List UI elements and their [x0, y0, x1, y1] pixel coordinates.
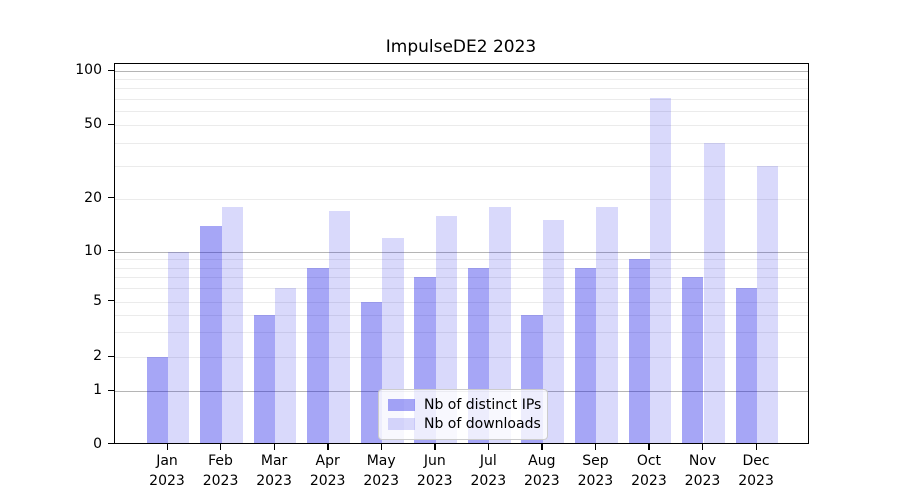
bar-distinct-ips	[735, 288, 758, 443]
x-tick-label: Nov 2023	[684, 453, 721, 489]
bar-downloads	[596, 206, 618, 443]
y-gridline-minor	[115, 332, 808, 334]
bar-distinct-ips	[360, 301, 383, 443]
x-tick-mark	[273, 444, 275, 450]
y-gridline-minor	[115, 267, 808, 269]
x-tick-label: Apr 2023	[309, 453, 346, 489]
y-gridline-minor	[115, 125, 808, 126]
x-tick-label: Jul 2023	[470, 453, 507, 489]
bar-downloads	[168, 251, 190, 443]
y-gridline-minor	[115, 98, 808, 100]
y-tick-label: 2	[93, 348, 102, 364]
legend: Nb of distinct IPs Nb of downloads	[378, 389, 548, 440]
bar-distinct-ips	[682, 277, 704, 443]
x-tick-label: Oct 2023	[631, 453, 667, 489]
y-gridline-minor	[115, 110, 808, 112]
bar-distinct-ips	[575, 267, 597, 443]
y-tick-label: 20	[84, 189, 102, 206]
y-tick-mark	[108, 69, 114, 71]
y-gridline-minor	[115, 357, 808, 358]
y-tick-label: 1	[93, 382, 102, 398]
y-gridline-minor	[115, 79, 808, 81]
y-gridline-major	[115, 71, 808, 72]
x-tick-mark	[702, 444, 704, 450]
x-tick-mark	[648, 444, 650, 450]
x-tick-label: Dec 2023	[738, 453, 774, 489]
x-tick-label: May 2023	[363, 453, 399, 489]
y-tick-mark	[108, 300, 114, 302]
y-tick-mark	[108, 389, 114, 391]
legend-item: Nb of distinct IPs	[379, 398, 547, 412]
x-tick-mark	[487, 444, 490, 450]
x-tick-label: Feb 2023	[202, 453, 239, 489]
bar-downloads	[221, 206, 243, 443]
bar-distinct-ips	[628, 259, 650, 443]
y-gridline-major	[115, 251, 808, 253]
y-tick-label: 0	[93, 435, 102, 452]
x-tick-mark	[220, 444, 222, 450]
x-tick-label: Aug 2023	[524, 453, 560, 489]
y-gridline-minor	[115, 198, 808, 200]
bar-distinct-ips	[146, 357, 168, 443]
y-gridline-minor	[115, 165, 808, 167]
x-tick-label: Mar 2023	[256, 453, 292, 489]
y-tick-mark	[108, 443, 114, 445]
plot-area	[114, 63, 809, 444]
legend-swatch-downloads	[388, 418, 415, 430]
legend-swatch-distinct-ips	[388, 399, 415, 411]
legend-item: Nb of downloads	[379, 417, 547, 431]
x-tick-mark	[541, 444, 543, 450]
bar-downloads	[757, 165, 779, 443]
legend-label: Nb of distinct IPs	[424, 397, 542, 413]
y-tick-mark	[108, 250, 114, 252]
y-tick-label: 50	[84, 116, 102, 132]
y-tick-mark	[108, 355, 114, 357]
bar-downloads	[435, 215, 458, 443]
y-tick-label: 5	[93, 292, 102, 309]
x-tick-mark	[327, 444, 329, 450]
x-tick-mark	[755, 444, 757, 450]
y-tick-label: 100	[75, 62, 102, 78]
bar-distinct-ips	[200, 225, 222, 443]
bar-downloads	[703, 142, 725, 443]
y-tick-mark	[108, 123, 114, 125]
y-gridline-minor	[115, 259, 808, 261]
bar-downloads	[328, 210, 351, 443]
x-tick-label: Jun 2023	[416, 453, 453, 489]
y-gridline-minor	[115, 301, 808, 303]
bar-distinct-ips	[253, 315, 276, 443]
x-tick-label: Jan 2023	[149, 453, 185, 489]
bar-downloads	[542, 220, 565, 443]
y-tick-mark	[108, 197, 114, 199]
x-tick-mark	[434, 444, 436, 450]
bar-downloads	[649, 97, 672, 443]
x-tick-mark	[380, 444, 383, 450]
x-tick-mark	[166, 444, 168, 450]
y-gridline-minor	[115, 88, 808, 90]
y-gridline-minor	[115, 142, 808, 144]
y-gridline-minor	[115, 288, 808, 290]
bar-distinct-ips	[307, 267, 329, 443]
y-gridline-minor	[115, 315, 808, 317]
legend-label: Nb of downloads	[424, 416, 541, 432]
x-tick-label: Sep 2023	[577, 453, 614, 489]
chart-title: ImpulseDE2 2023	[385, 37, 537, 57]
bar-downloads	[489, 206, 511, 443]
y-tick-label: 10	[84, 242, 102, 259]
x-tick-mark	[594, 444, 597, 450]
y-gridline-minor	[115, 277, 808, 279]
bar-downloads	[275, 288, 297, 443]
